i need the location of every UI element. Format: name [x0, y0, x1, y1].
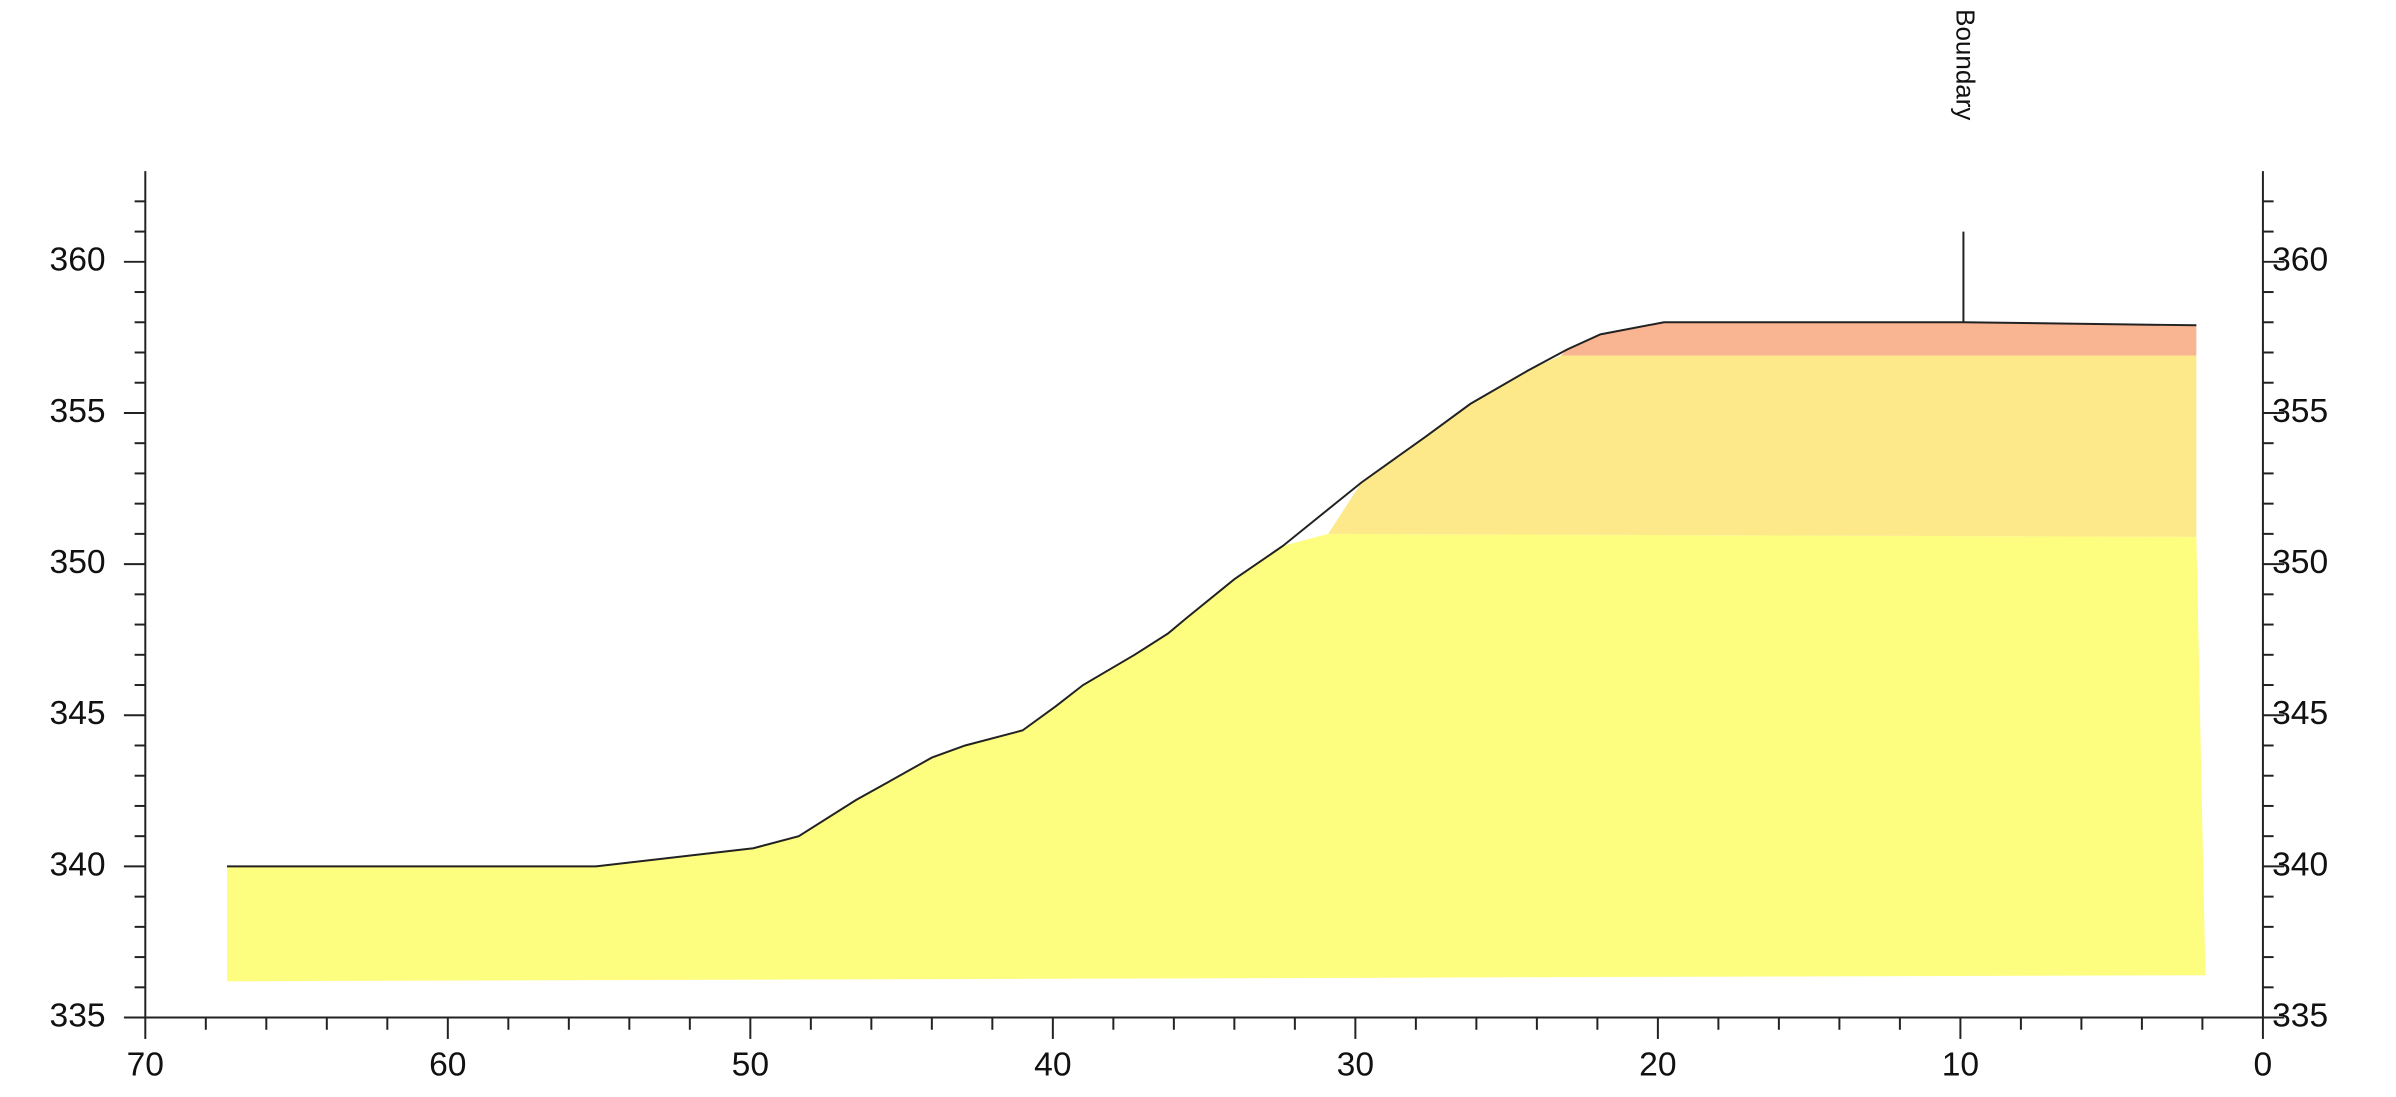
y-tick-label-right: 340: [2272, 846, 2328, 883]
y-tick-label-right: 355: [2272, 393, 2328, 430]
x-tick-label: 70: [127, 1046, 164, 1083]
soil-layer: [227, 534, 2205, 981]
boundary-label: Boundary: [1951, 9, 1981, 120]
y-tick-label-right: 350: [2272, 544, 2328, 581]
y-tick-label-right: 360: [2272, 242, 2328, 279]
page: 335 335 340 340 345 345 350 350 355 355 360 360 70 60…: [0, 0, 2396, 1097]
y-tick-label: 340: [50, 846, 106, 883]
chart: 335 335 340 340 345 345 350 350 355 355 360 360 70 60…: [0, 0, 2396, 1097]
x-tick-label: 20: [1639, 1046, 1676, 1083]
x-tick-label: 0: [2254, 1046, 2273, 1083]
x-tick-label: 40: [1034, 1046, 1071, 1083]
y-tick-label: 350: [50, 544, 106, 581]
y-tick-label-right: 345: [2272, 695, 2328, 732]
y-tick-label: 345: [50, 695, 106, 732]
x-tick-label: 50: [732, 1046, 769, 1083]
y-tick-label: 335: [50, 997, 106, 1034]
x-tick-label: 30: [1337, 1046, 1374, 1083]
x-tick-label: 60: [429, 1046, 466, 1083]
y-tick-label: 355: [50, 393, 106, 430]
y-tick-label-right: 335: [2272, 997, 2328, 1034]
soil-layer: [1328, 356, 2196, 537]
y-tick-label: 360: [50, 242, 106, 279]
x-tick-label: 10: [1942, 1046, 1979, 1083]
soil-layer: [1561, 322, 2196, 355]
